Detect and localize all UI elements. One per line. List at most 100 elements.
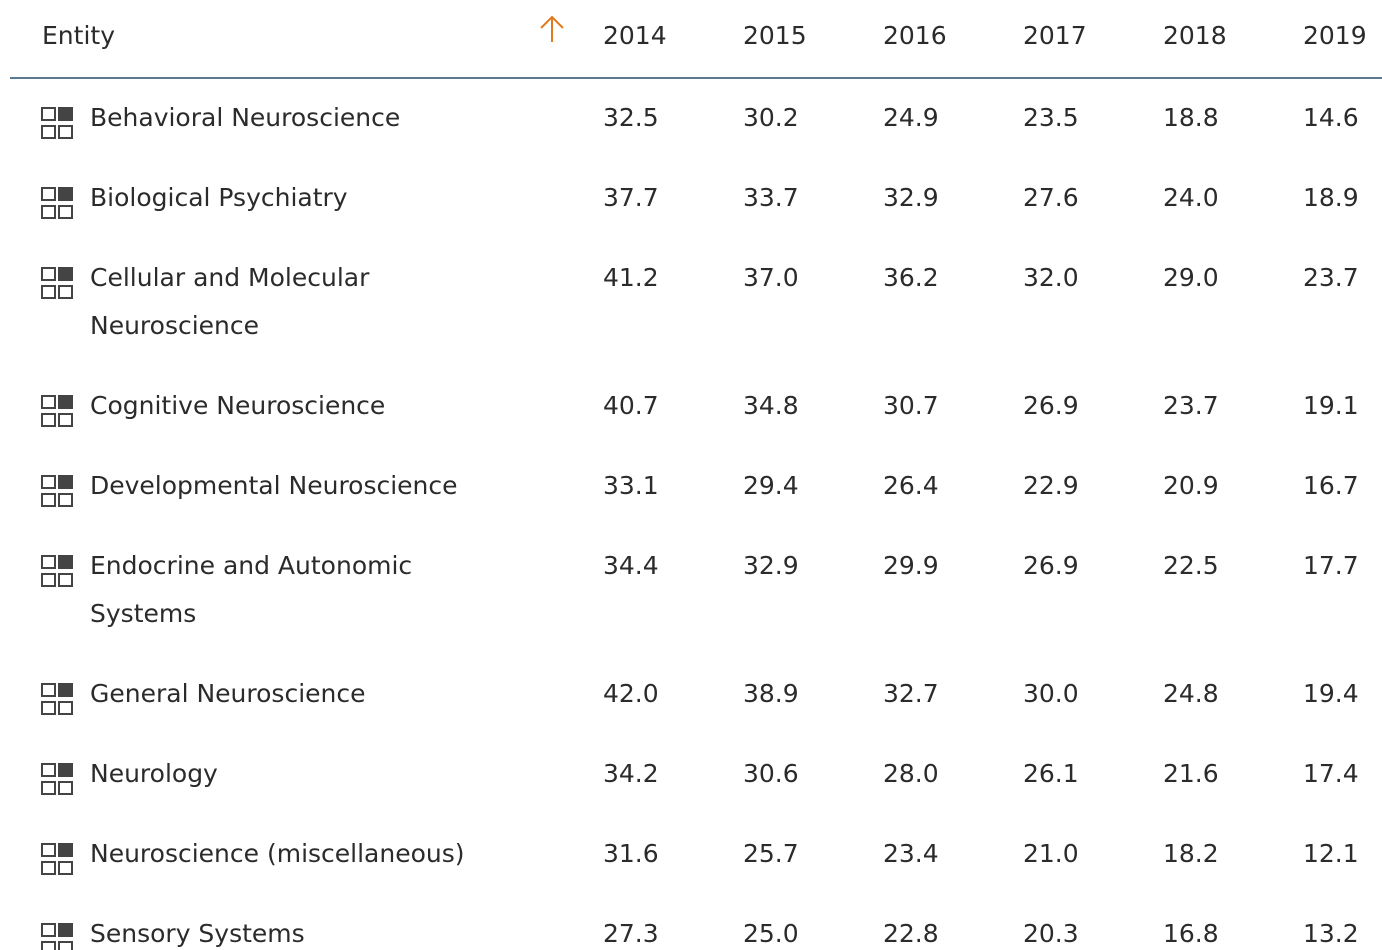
value-cell: 27.6: [1023, 183, 1079, 212]
value-cell: 23.7: [1303, 263, 1359, 292]
icon-wrap[interactable]: [40, 922, 74, 950]
value-cell: 32.7: [883, 679, 939, 708]
sort-arrow[interactable]: [538, 14, 566, 44]
value-cell: 33.7: [743, 183, 799, 212]
column-header[interactable]: 2016: [883, 21, 947, 50]
value-cell: 23.5: [1023, 103, 1079, 132]
table-header: Entity 2014 2015 2016 2017 2018 2019: [10, 0, 1382, 79]
value-cell: 30.6: [743, 759, 799, 788]
table-row: General Neuroscience 42.0 38.9 32.7 30.0 24.8…: [0, 655, 1382, 735]
value-cell: 29.9: [883, 551, 939, 580]
table-row: Behavioral Neuroscience 32.5 30.2 24.9 23.5 1…: [0, 79, 1382, 159]
value-cell: 30.7: [883, 391, 939, 420]
column-header[interactable]: 2018: [1163, 21, 1227, 50]
entity-icon: [41, 107, 73, 139]
value-cell: 23.4: [883, 839, 939, 868]
value-cell: 16.7: [1303, 471, 1359, 500]
value-cell: 31.6: [603, 839, 659, 868]
value-cell: 34.2: [603, 759, 659, 788]
table-row: Sensory Systems 27.3 25.0 22.8 20.3 16.8 13.2: [0, 895, 1382, 950]
column-header[interactable]: 2014: [603, 21, 667, 50]
value-cell: 17.4: [1303, 759, 1359, 788]
value-cell: 14.6: [1303, 103, 1359, 132]
entity-icon: [41, 187, 73, 219]
value-cell: 41.2: [603, 263, 659, 292]
value-cell: 30.2: [743, 103, 799, 132]
value-cell: 18.9: [1303, 183, 1359, 212]
value-cell: 25.7: [743, 839, 799, 868]
value-cell: 24.0: [1163, 183, 1219, 212]
value-cell: 13.2: [1303, 919, 1359, 948]
entity-icon: [41, 267, 73, 299]
entity-name: Cellular and Molecular Neuroscience: [90, 263, 370, 340]
column-header[interactable]: 2017: [1023, 21, 1087, 50]
value-cell: 26.9: [1023, 551, 1079, 580]
value-cell: 21.6: [1163, 759, 1219, 788]
value-cell: 26.9: [1023, 391, 1079, 420]
value-cell: 21.0: [1023, 839, 1079, 868]
entity-icon: [41, 475, 73, 507]
entity-name: General Neuroscience: [90, 679, 366, 708]
table-row: Developmental Neuroscience 33.1 29.4 26.4 22…: [0, 447, 1382, 527]
value-cell: 19.4: [1303, 679, 1359, 708]
icon-wrap[interactable]: [40, 394, 74, 434]
value-cell: 22.8: [883, 919, 939, 948]
table-row: Neurology 34.2 30.6 28.0 26.1 21.6 17.4: [0, 735, 1382, 815]
value-cell: 29.4: [743, 471, 799, 500]
value-cell: 32.5: [603, 103, 659, 132]
value-cell: 42.0: [603, 679, 659, 708]
entity-icon: [41, 555, 73, 587]
value-cell: 32.9: [883, 183, 939, 212]
value-cell: 23.7: [1163, 391, 1219, 420]
column-header[interactable]: Entity: [42, 21, 115, 50]
value-cell: 38.9: [743, 679, 799, 708]
entity-icon: [41, 395, 73, 427]
value-cell: 37.7: [603, 183, 659, 212]
table-row: Endocrine and Autonomic Systems 34.4 32.9 2…: [0, 527, 1382, 655]
entity-icon: [41, 843, 73, 875]
icon-wrap[interactable]: [40, 682, 74, 722]
icon-wrap[interactable]: [40, 762, 74, 802]
icon-wrap[interactable]: [40, 554, 74, 594]
value-cell: 22.5: [1163, 551, 1219, 580]
table-body: Behavioral Neuroscience 32.5 30.2 24.9 23.5 1…: [0, 79, 1382, 950]
entity-icon: [41, 763, 73, 795]
value-cell: 16.8: [1163, 919, 1219, 948]
icon-wrap[interactable]: [40, 186, 74, 226]
entity-icon: [41, 683, 73, 715]
value-cell: 36.2: [883, 263, 939, 292]
icon-wrap[interactable]: [40, 266, 74, 306]
table-row: Cognitive Neuroscience 40.7 34.8 30.7 26.9 23…: [0, 367, 1382, 447]
entity-name: Endocrine and Autonomic Systems: [90, 551, 413, 628]
column-header[interactable]: 2015: [743, 21, 807, 50]
value-cell: 22.9: [1023, 471, 1079, 500]
value-cell: 37.0: [743, 263, 799, 292]
entity-name: Neurology: [90, 759, 218, 788]
entity-name: Behavioral Neuroscience: [90, 103, 401, 132]
icon-wrap[interactable]: [40, 842, 74, 882]
value-cell: 26.1: [1023, 759, 1079, 788]
icon-wrap[interactable]: [40, 106, 74, 146]
value-cell: 29.0: [1163, 263, 1219, 292]
value-cell: 20.3: [1023, 919, 1079, 948]
entity-icon: [41, 923, 73, 950]
entity-name: Cognitive Neuroscience: [90, 391, 386, 420]
value-cell: 32.9: [743, 551, 799, 580]
table-row: Neuroscience (miscellaneous) 31.6 25.7 23.4…: [0, 815, 1382, 895]
value-cell: 24.8: [1163, 679, 1219, 708]
value-cell: 17.7: [1303, 551, 1359, 580]
value-cell: 27.3: [603, 919, 659, 948]
entity-name: Developmental Neuroscience: [90, 471, 458, 500]
value-cell: 25.0: [743, 919, 799, 948]
value-cell: 19.1: [1303, 391, 1359, 420]
value-cell: 18.8: [1163, 103, 1219, 132]
value-cell: 33.1: [603, 471, 659, 500]
column-header[interactable]: 2019: [1303, 21, 1367, 50]
value-cell: 34.4: [603, 551, 659, 580]
value-cell: 12.1: [1303, 839, 1359, 868]
entity-name: Biological Psychiatry: [90, 183, 348, 212]
table-row: Cellular and Molecular Neuroscience 41.2 3…: [0, 239, 1382, 367]
icon-wrap[interactable]: [40, 474, 74, 514]
value-cell: 32.0: [1023, 263, 1079, 292]
